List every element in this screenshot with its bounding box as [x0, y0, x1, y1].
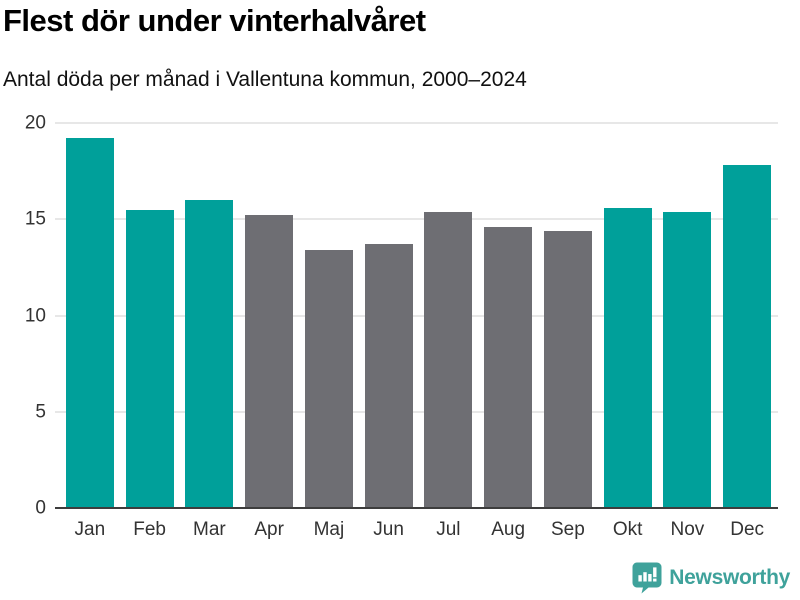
bar-maj	[304, 250, 353, 508]
plot-area: 0 5 10 15 20 Jan Feb Mar Apr Maj Jun Jul Aug Sep Okt N…	[25, 114, 778, 540]
x-axis-label-jul: Jul	[436, 519, 461, 540]
x-axis-label-apr: Apr	[254, 519, 284, 540]
bar-nov	[663, 211, 712, 508]
bar-slot-maj: Maj	[299, 123, 359, 540]
bar-slot-apr: Apr	[239, 123, 299, 540]
bar-dec	[723, 165, 772, 508]
bar-slot-feb: Feb	[120, 123, 180, 540]
chart-title: Flest dör under vinterhalvåret	[3, 3, 426, 38]
y-axis-tick-label: 15	[24, 208, 46, 230]
bar-slot-dec: Dec	[717, 123, 777, 540]
bar-okt	[603, 207, 652, 508]
newsworthy-icon	[632, 562, 662, 594]
bar-slot-jun: Jun	[359, 123, 419, 540]
bars-container: Jan Feb Mar Apr Maj Jun Jul Aug Sep Okt Nov Dec	[60, 123, 777, 540]
y-axis-tick-label: 0	[35, 497, 46, 519]
x-axis-label-aug: Aug	[491, 519, 526, 540]
x-axis-label-nov: Nov	[670, 519, 705, 540]
x-axis-label-jun: Jun	[373, 519, 404, 540]
x-axis-label-dec: Dec	[730, 519, 765, 540]
bar-jan	[65, 138, 114, 508]
x-axis-label-maj: Maj	[313, 519, 345, 540]
bar-sep	[543, 230, 592, 508]
x-axis-label-okt: Okt	[612, 519, 643, 540]
bar-slot-nov: Nov	[658, 123, 718, 540]
x-axis-label-jan: Jan	[74, 519, 106, 540]
bar-feb	[125, 209, 174, 508]
y-axis-tick-label: 5	[35, 401, 46, 423]
bar-mar	[185, 200, 234, 508]
y-axis-tick-label: 10	[24, 305, 46, 326]
chart-subtitle: Antal döda per månad i Vallentuna kommun…	[3, 68, 527, 91]
x-axis-label-sep: Sep	[550, 519, 585, 540]
x-axis-label-mar: Mar	[193, 519, 226, 540]
bar-slot-mar: Mar	[180, 123, 240, 540]
x-axis-line	[55, 507, 778, 509]
gridline	[55, 314, 778, 317]
brand-name: Newsworthy	[669, 566, 790, 589]
bar-slot-okt: Okt	[598, 123, 658, 540]
gridline	[55, 218, 778, 221]
bar-slot-sep: Sep	[538, 123, 598, 540]
x-axis-label-feb: Feb	[133, 519, 166, 540]
newsworthy-logo: Newsworthy	[632, 562, 790, 594]
bar-apr	[245, 215, 294, 508]
bar-slot-aug: Aug	[478, 123, 538, 540]
bar-slot-jan: Jan	[60, 123, 120, 540]
bar-aug	[484, 226, 533, 508]
bar-jun	[364, 244, 413, 508]
gridline	[55, 410, 778, 413]
y-axis-tick-label: 20	[24, 112, 46, 134]
bar-slot-jul: Jul	[419, 123, 479, 540]
bar-jul	[424, 211, 473, 508]
gridline	[55, 122, 778, 124]
